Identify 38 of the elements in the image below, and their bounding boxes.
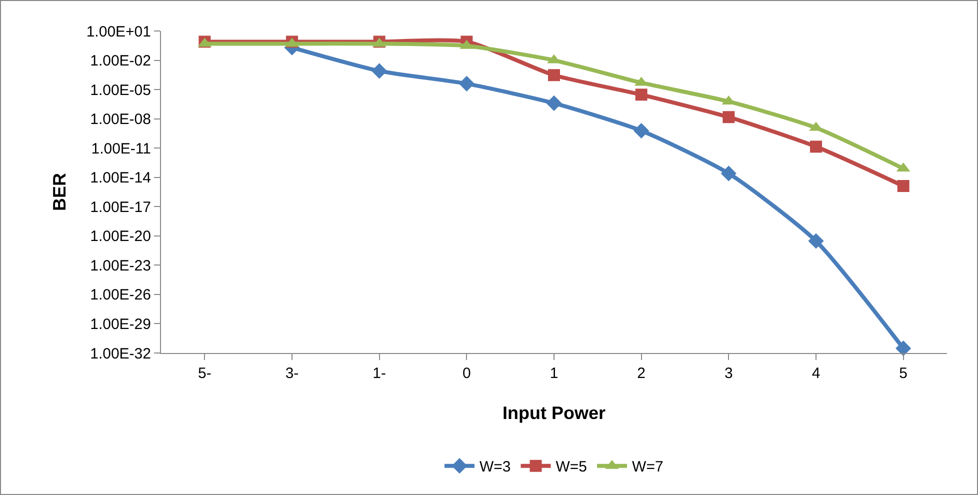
x-axis-title: Input Power <box>502 403 606 424</box>
y-tick-label: 1.00E-20 <box>90 228 151 246</box>
x-tick-label: 0 <box>462 365 471 382</box>
y-tick-label: 1.00E-17 <box>90 198 151 216</box>
y-tick-label: 1.00E-14 <box>90 170 151 187</box>
y-tick-label: 1.00E-26 <box>90 286 151 304</box>
x-tick-label: 5- <box>198 365 212 382</box>
y-tick-label: 1.00E-29 <box>90 316 151 333</box>
point <box>896 340 912 356</box>
point <box>372 63 388 79</box>
point <box>634 122 650 139</box>
x-tick-label: 1- <box>372 365 386 382</box>
point <box>897 180 910 192</box>
point <box>548 69 560 82</box>
legend-label: W=7 <box>632 458 664 476</box>
y-tick-label: 1.00E-32 <box>90 345 151 362</box>
point <box>458 76 474 92</box>
x-tick-label: 3- <box>285 365 299 382</box>
point <box>810 140 822 153</box>
point <box>808 233 824 249</box>
point <box>722 111 735 124</box>
y-tick-label: 1.00E-11 <box>91 140 151 158</box>
point <box>720 166 736 182</box>
x-tick-label: 2 <box>637 365 646 382</box>
y-axis-title: BER <box>50 172 70 212</box>
legend-label: W=3 <box>480 458 511 476</box>
y-tick-label: 1.00E-08 <box>90 111 151 128</box>
x-tick-label: 5 <box>899 365 908 382</box>
y-tick-label: 1.00E-05 <box>90 82 151 99</box>
y-tick-label: 1.00E-02 <box>90 52 151 70</box>
y-tick-label: 1.00E+01 <box>86 23 151 40</box>
point <box>546 95 562 111</box>
x-tick-label: 3 <box>724 365 733 382</box>
legend-label: W=5 <box>556 458 588 476</box>
point <box>635 88 648 101</box>
y-tick-label: 1.00E-23 <box>90 257 151 274</box>
x-tick-label: 1 <box>550 365 558 382</box>
x-tick-label: 4 <box>812 365 820 382</box>
